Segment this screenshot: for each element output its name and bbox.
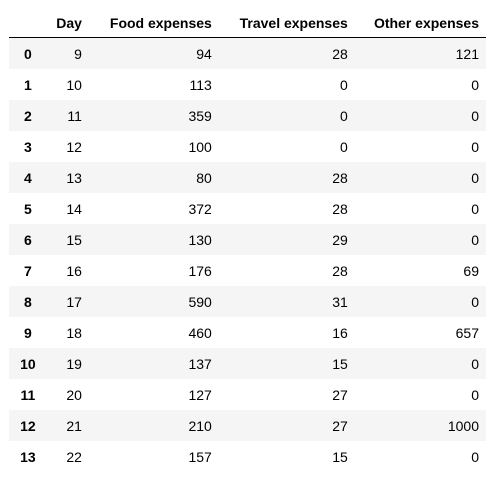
cell-day: 17 [66, 293, 82, 310]
cell-travel-expenses: 27 [332, 417, 348, 434]
row-index: 5 [24, 200, 32, 217]
cell-other-expenses: 657 [455, 324, 479, 341]
cell-travel-expenses: 16 [332, 324, 348, 341]
row-index: 11 [20, 386, 36, 403]
cell-other-expenses: 0 [471, 231, 479, 248]
column-header-food-expenses: Food expenses [87, 8, 219, 38]
cell-day: 13 [66, 169, 82, 186]
cell-travel-expenses: 31 [332, 293, 348, 310]
cell-day: 15 [66, 231, 82, 248]
cell-food-expenses: 460 [188, 324, 212, 341]
table-row: 7 16 176 28 69 [9, 255, 486, 286]
cell-food-expenses: 590 [188, 293, 212, 310]
cell-other-expenses: 0 [471, 76, 479, 93]
cell-other-expenses: 121 [455, 45, 479, 62]
cell-travel-expenses: 28 [332, 45, 348, 62]
cell-other-expenses: 0 [471, 355, 479, 372]
cell-other-expenses: 1000 [447, 417, 479, 434]
cell-other-expenses: 0 [471, 293, 479, 310]
cell-travel-expenses: 15 [332, 448, 348, 465]
cell-other-expenses: 69 [463, 262, 479, 279]
cell-food-expenses: 359 [188, 107, 212, 124]
column-header-other-expenses: Other expenses [354, 8, 486, 38]
cell-day: 20 [66, 386, 82, 403]
row-index: 1 [24, 76, 32, 93]
row-index: 4 [24, 169, 32, 186]
cell-food-expenses: 137 [188, 355, 212, 372]
cell-other-expenses: 0 [471, 386, 479, 403]
cell-travel-expenses: 27 [332, 386, 348, 403]
cell-day: 10 [66, 76, 82, 93]
cell-travel-expenses: 0 [340, 138, 348, 155]
row-index: 0 [24, 45, 32, 62]
cell-travel-expenses: 0 [340, 76, 348, 93]
cell-travel-expenses: 28 [332, 169, 348, 186]
cell-day: 19 [66, 355, 82, 372]
cell-food-expenses: 176 [188, 262, 212, 279]
cell-day: 14 [66, 200, 82, 217]
row-index: 3 [24, 138, 32, 155]
cell-other-expenses: 0 [471, 107, 479, 124]
table-row: 11 20 127 27 0 [9, 379, 486, 410]
table-row: 2 11 359 0 0 [9, 100, 486, 131]
cell-travel-expenses: 28 [332, 262, 348, 279]
cell-day: 21 [66, 417, 82, 434]
cell-food-expenses: 372 [188, 200, 212, 217]
cell-other-expenses: 0 [471, 448, 479, 465]
row-index: 13 [20, 448, 36, 465]
column-header-travel-expenses: Travel expenses [218, 8, 355, 38]
table-row: 12 21 210 27 1000 [9, 410, 486, 441]
cell-food-expenses: 113 [189, 76, 212, 93]
cell-day: 9 [74, 45, 82, 62]
cell-day: 12 [66, 138, 82, 155]
cell-day: 22 [66, 448, 82, 465]
dataframe-table: Day Food expenses Travel expenses Other … [9, 8, 486, 472]
table-row: 4 13 80 28 0 [9, 162, 486, 193]
cell-food-expenses: 130 [188, 231, 212, 248]
cell-travel-expenses: 28 [332, 200, 348, 217]
table-row: 5 14 372 28 0 [9, 193, 486, 224]
cell-food-expenses: 100 [188, 138, 212, 155]
header-row: Day Food expenses Travel expenses Other … [9, 8, 486, 38]
dataframe-container: Day Food expenses Travel expenses Other … [9, 8, 486, 472]
table-row: 9 18 460 16 657 [9, 317, 486, 348]
table-row: 13 22 157 15 0 [9, 441, 486, 472]
table-row: 3 12 100 0 0 [9, 131, 486, 162]
table-header: Day Food expenses Travel expenses Other … [9, 8, 486, 38]
row-index: 10 [20, 355, 36, 372]
row-index: 8 [24, 293, 32, 310]
table-row: 0 9 94 28 121 [9, 37, 486, 69]
cell-other-expenses: 0 [471, 169, 479, 186]
row-index: 7 [24, 262, 32, 279]
cell-day: 11 [67, 107, 82, 124]
cell-other-expenses: 0 [471, 200, 479, 217]
column-header-day: Day [46, 8, 88, 38]
index-header [9, 8, 47, 38]
cell-travel-expenses: 15 [332, 355, 348, 372]
row-index: 6 [24, 231, 32, 248]
cell-day: 16 [66, 262, 82, 279]
cell-travel-expenses: 29 [332, 231, 348, 248]
row-index: 12 [20, 417, 36, 434]
cell-day: 18 [66, 324, 82, 341]
cell-food-expenses: 94 [196, 45, 212, 62]
table-row: 6 15 130 29 0 [9, 224, 486, 255]
cell-food-expenses: 210 [188, 417, 212, 434]
table-row: 10 19 137 15 0 [9, 348, 486, 379]
row-index: 2 [24, 107, 32, 124]
cell-food-expenses: 157 [188, 448, 212, 465]
table-row: 8 17 590 31 0 [9, 286, 486, 317]
cell-travel-expenses: 0 [340, 107, 348, 124]
cell-other-expenses: 0 [471, 138, 479, 155]
table-body: 0 9 94 28 121 1 10 113 0 0 2 11 359 0 0 3 12 100 0 0 4 13 80 28… [9, 37, 486, 472]
cell-food-expenses: 127 [188, 386, 212, 403]
cell-food-expenses: 80 [196, 169, 212, 186]
table-row: 1 10 113 0 0 [9, 69, 486, 100]
row-index: 9 [24, 324, 32, 341]
